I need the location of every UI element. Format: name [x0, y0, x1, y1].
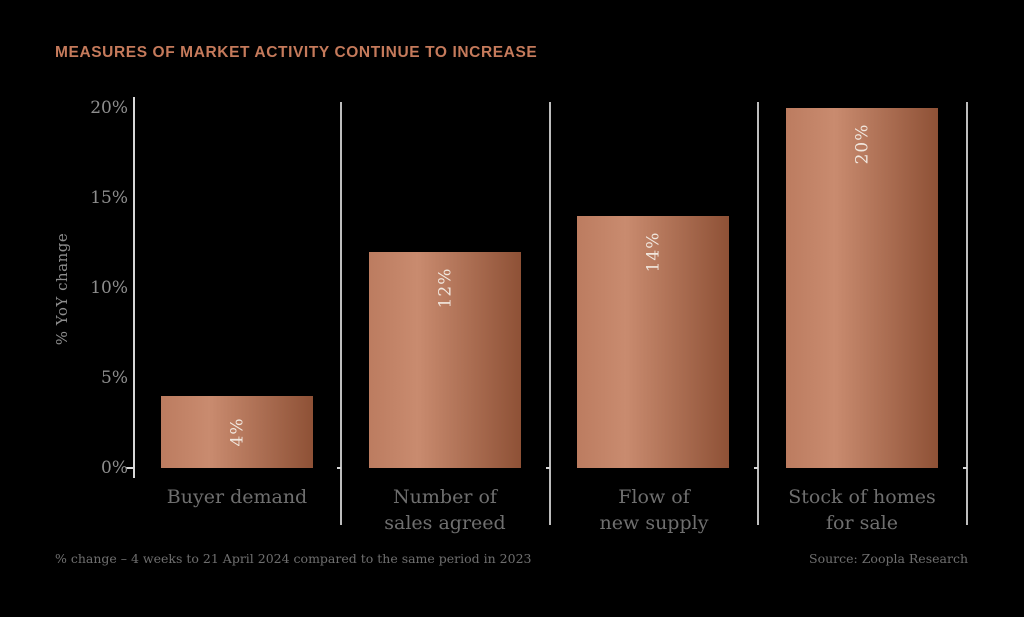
baseline-tick-mark: [963, 467, 967, 469]
baseline-tick-mark: [754, 467, 758, 469]
bar-value-label: 20%: [851, 123, 872, 165]
category-label: Buyer demand: [166, 486, 308, 508]
y-tick-label: 15%: [90, 188, 128, 208]
footnote-text: % change – 4 weeks to 21 April 2024 comp…: [55, 551, 532, 566]
bar-buyer-demand: 4%: [161, 396, 313, 468]
zero-tick-mark: [126, 467, 134, 469]
y-tick-label: 5%: [101, 368, 128, 388]
bar-number-of-sales-agreed: 12%: [369, 252, 521, 468]
y-tick-label: 10%: [90, 278, 128, 298]
bar-value-label: 4%: [226, 417, 247, 447]
bar-stock-of-homes-for-sale: 20%: [786, 108, 938, 468]
category-label: Stock of homes for sale: [788, 486, 936, 534]
category-label: Number of sales agreed: [384, 486, 506, 534]
plot-right-border-line: [966, 102, 968, 525]
bar-value-label: 14%: [642, 231, 663, 273]
category-separator-line: [340, 102, 342, 525]
y-axis-line: [133, 97, 135, 478]
category-label: Flow of new supply: [599, 486, 709, 534]
chart-title: MEASURES OF MARKET ACTIVITY CONTINUE TO …: [55, 44, 538, 61]
baseline-tick-mark: [546, 467, 550, 469]
category-separator-line: [757, 102, 759, 525]
bar-flow-of-new-supply: 14%: [577, 216, 729, 468]
category-separator-line: [549, 102, 551, 525]
baseline-tick-mark: [337, 467, 341, 469]
plot-area: 4% 12% 14% 20%: [0, 108, 1024, 468]
source-text: Source: Zoopla Research: [809, 551, 968, 566]
bar-value-label: 12%: [434, 267, 455, 309]
y-tick-label: 0%: [101, 458, 128, 478]
y-tick-label: 20%: [90, 98, 128, 118]
